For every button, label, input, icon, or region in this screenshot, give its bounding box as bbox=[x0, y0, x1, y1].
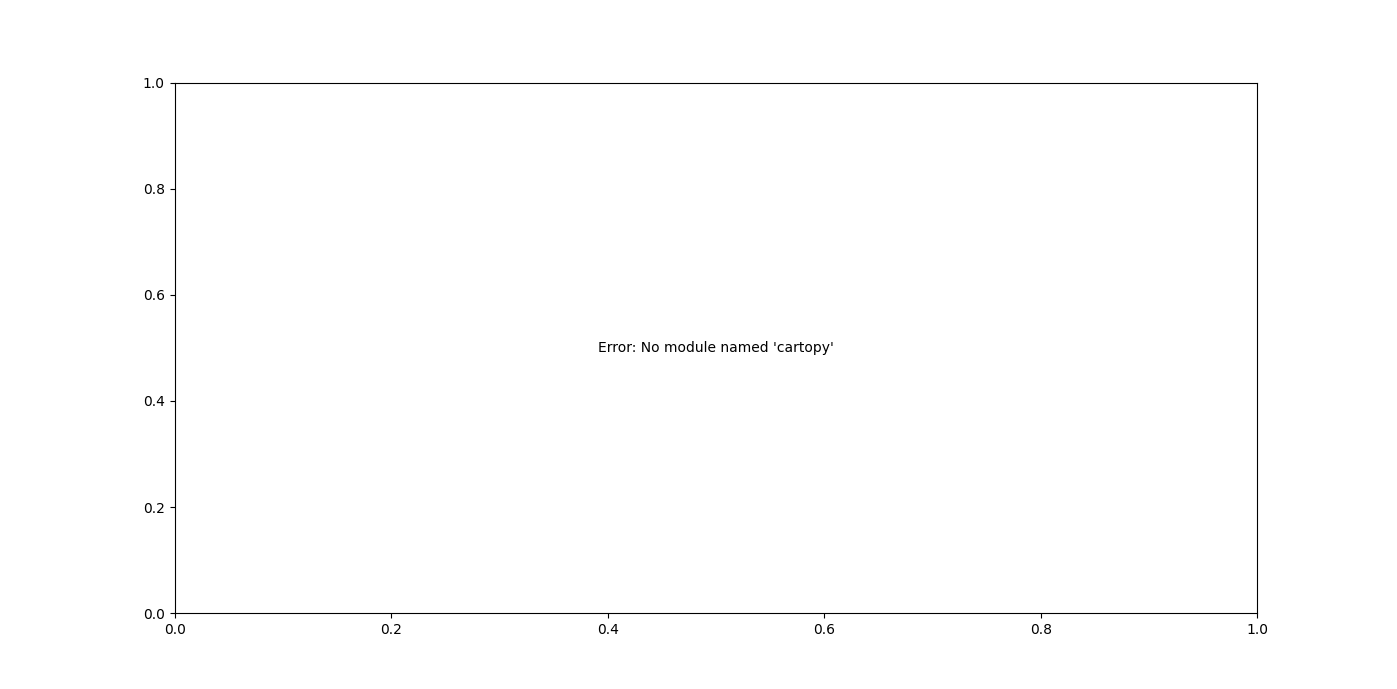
Text: Error: No module named 'cartopy': Error: No module named 'cartopy' bbox=[598, 341, 834, 355]
